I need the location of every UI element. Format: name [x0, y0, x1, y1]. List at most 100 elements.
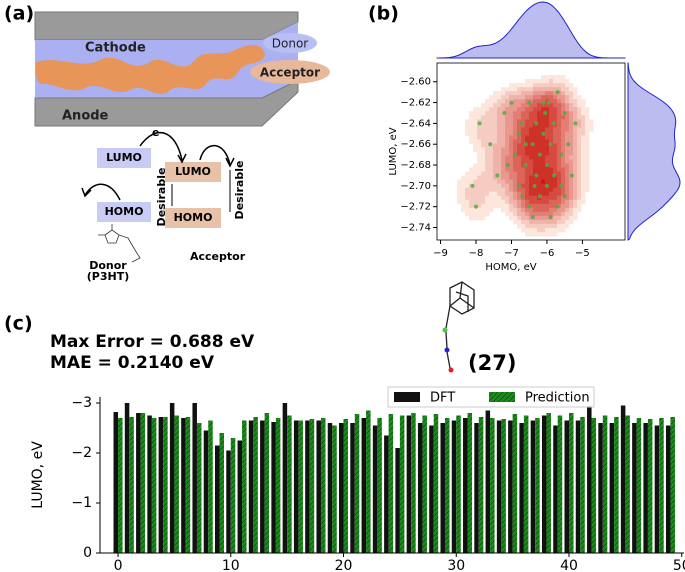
scatter-point	[516, 183, 521, 188]
kde-cell	[573, 135, 578, 140]
kde-cell	[545, 135, 550, 140]
scatter-point	[543, 110, 548, 115]
kde-cell	[541, 83, 546, 88]
bar	[384, 435, 389, 553]
kde-cell	[557, 119, 562, 124]
acceptor-swatch	[250, 60, 330, 84]
kde-cell	[477, 179, 482, 185]
kde-cell	[557, 147, 562, 152]
kde-cell	[525, 155, 530, 160]
kde-cell	[525, 127, 530, 132]
kde-cell	[513, 115, 518, 120]
kde-cell	[501, 119, 506, 124]
kde-cell	[525, 103, 530, 108]
kde-cell	[569, 123, 574, 128]
kde-cell	[501, 167, 506, 173]
kde-cell	[565, 103, 570, 108]
kde-cell	[549, 223, 554, 229]
kde-cell	[553, 195, 558, 201]
kde-cell	[521, 227, 526, 233]
kde-cell	[569, 143, 574, 148]
kde-cell	[513, 199, 518, 205]
kde-cell	[573, 151, 578, 156]
kde-cell	[529, 111, 534, 116]
kde-cell	[573, 111, 578, 116]
kde-cell	[565, 207, 570, 213]
bar	[208, 420, 213, 553]
kde-cell	[533, 203, 538, 209]
kde-cell	[501, 179, 506, 185]
kde-cell	[529, 171, 534, 177]
kde-cell	[473, 167, 478, 173]
kde-cell	[557, 175, 562, 181]
kde-cell	[553, 199, 558, 205]
level-box	[165, 162, 221, 182]
kde-cell	[501, 87, 506, 92]
kde-cell	[541, 191, 546, 197]
kde-cell	[525, 115, 530, 120]
bar	[580, 417, 585, 553]
kde-cell	[525, 223, 530, 229]
kde-cell	[561, 183, 566, 189]
kde-cell	[533, 211, 538, 217]
scatter-point	[537, 152, 542, 157]
kde-cell	[533, 159, 538, 164]
kde-cell	[553, 75, 558, 80]
kde-cell	[581, 111, 586, 116]
kde-cell	[545, 155, 550, 160]
kde-cell	[477, 131, 482, 136]
kde-cell	[573, 163, 578, 168]
kde-cell	[529, 139, 534, 144]
kde-cell	[485, 139, 490, 144]
kde-cell	[477, 211, 482, 217]
kde-cell	[497, 91, 502, 96]
kde-cell	[557, 87, 562, 92]
kde-cell	[537, 187, 542, 193]
bar	[185, 417, 191, 553]
kde-cell	[545, 143, 550, 148]
kde-cell	[521, 143, 526, 148]
kde-cell	[493, 179, 498, 185]
kde-cell	[497, 143, 502, 148]
kde-cell	[557, 163, 562, 168]
kde-cell	[513, 155, 518, 160]
kde-cell	[493, 151, 498, 156]
kde-cell	[561, 159, 566, 164]
kde-cell	[485, 159, 490, 164]
bar	[523, 415, 529, 553]
kde-cell	[521, 171, 526, 177]
kde-cell	[485, 191, 490, 197]
kde-cell	[517, 111, 522, 116]
kde-cell	[573, 167, 578, 173]
kde-cell	[485, 103, 490, 108]
kde-cell	[493, 91, 498, 96]
bar	[546, 413, 551, 553]
kde-cell	[561, 75, 566, 80]
kde-cell	[509, 203, 514, 209]
kde-cell	[505, 95, 510, 100]
bar	[530, 420, 536, 553]
scatter-point	[513, 152, 518, 157]
kde-cell	[553, 115, 558, 120]
kde-cell	[541, 135, 546, 140]
kde-cell	[461, 175, 466, 181]
kde-cell	[481, 151, 486, 156]
kde-cell	[525, 187, 530, 193]
kde-cell	[477, 107, 482, 112]
legend-swatch	[394, 392, 420, 402]
kde-cell	[465, 123, 470, 128]
kde-cell	[533, 187, 538, 193]
kde-cell	[477, 195, 482, 201]
kde-cell	[537, 131, 542, 136]
kde-cell	[525, 183, 530, 189]
bar	[553, 425, 558, 553]
kde-cell	[557, 123, 562, 128]
kde-cell	[525, 215, 530, 221]
kde-cell	[581, 147, 586, 152]
bar	[609, 423, 615, 553]
kde-cell	[513, 195, 518, 201]
kde-cell	[561, 191, 566, 197]
kde-cell	[485, 111, 490, 116]
kde-cell	[505, 99, 510, 104]
kde-cell	[509, 211, 514, 217]
